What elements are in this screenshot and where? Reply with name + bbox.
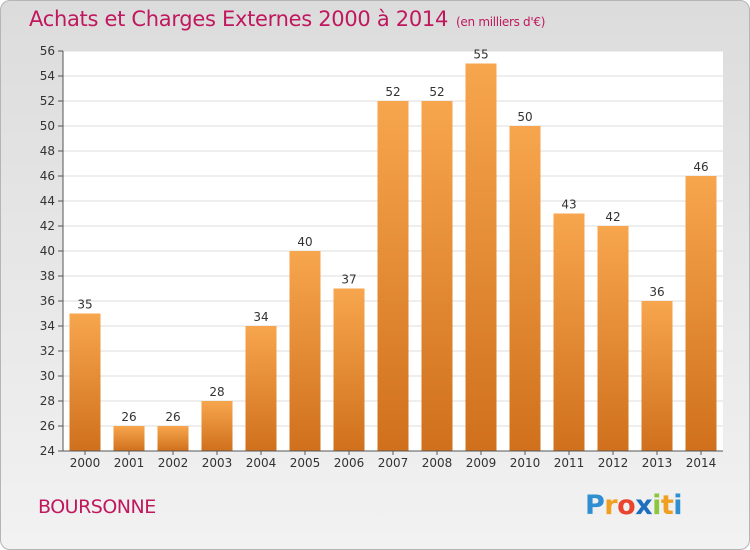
x-tick-label: 2006 (334, 456, 365, 470)
x-tick-label: 2008 (422, 456, 453, 470)
data-label: 42 (605, 210, 620, 224)
x-axis: 2000 2001 2002 2003 2004 2005 2006 2007 2008 2009… (63, 450, 723, 470)
y-tick-label: 52 (40, 94, 55, 108)
y-tick-label: 26 (40, 419, 55, 433)
x-tick-label: 2001 (114, 456, 145, 470)
data-label: 50 (517, 110, 532, 124)
y-tick-label: 46 (40, 169, 55, 183)
bar-2001 (113, 426, 145, 451)
x-tick-label: 2004 (246, 456, 277, 470)
y-tick-label: 28 (40, 394, 55, 408)
bar-2007 (377, 101, 409, 451)
x-tick-label: 2003 (202, 456, 233, 470)
bar-2004 (245, 326, 277, 451)
data-label: 35 (77, 298, 92, 312)
y-tick-label: 24 (40, 444, 55, 458)
y-tick-label: 40 (40, 244, 55, 258)
bar-2005 (289, 251, 321, 451)
bar-2009 (465, 63, 497, 451)
chart-title: Achats et Charges Externes 2000 à 2014 (e… (29, 7, 545, 31)
x-tick-label: 2011 (554, 456, 585, 470)
bar-2014 (685, 176, 717, 451)
x-tick-label: 2014 (686, 456, 717, 470)
data-labels: 35 26 26 28 34 40 37 52 52 55 50 43 42 36 46 (77, 48, 708, 425)
y-tick-label: 56 (40, 44, 55, 58)
data-label: 37 (341, 273, 356, 287)
y-tick-label: 44 (40, 194, 55, 208)
bars (69, 63, 717, 451)
bar-2003 (201, 401, 233, 451)
bar-2011 (553, 213, 585, 451)
bar-2000 (69, 313, 101, 451)
x-tick-label: 2010 (510, 456, 541, 470)
bar-2002 (157, 426, 189, 451)
proxiti-logo[interactable]: Proxiti (585, 490, 683, 521)
chart-subtitle: (en milliers d'€) (456, 15, 546, 29)
commune-name: BOURSONNE (38, 496, 156, 518)
x-tick-label: 2002 (158, 456, 189, 470)
y-tick-label: 32 (40, 344, 55, 358)
data-label: 52 (385, 85, 400, 99)
data-label: 40 (297, 235, 312, 249)
x-tick-label: 2012 (598, 456, 629, 470)
data-label: 55 (473, 48, 488, 62)
y-tick-label: 50 (40, 119, 55, 133)
x-tick-label: 2007 (378, 456, 409, 470)
x-tick-label: 2009 (466, 456, 497, 470)
y-tick-label: 38 (40, 269, 55, 283)
data-label: 43 (561, 198, 576, 212)
y-tick-label: 34 (40, 319, 55, 333)
x-tick-label: 2013 (642, 456, 673, 470)
y-tick-label: 36 (40, 294, 55, 308)
bar-2006 (333, 288, 365, 451)
data-label: 52 (429, 85, 444, 99)
y-tick-label: 48 (40, 144, 55, 158)
bar-2008 (421, 101, 453, 451)
data-label: 26 (121, 410, 136, 424)
bar-2013 (641, 301, 673, 451)
data-label: 34 (253, 310, 268, 324)
bar-2010 (509, 126, 541, 451)
data-label: 28 (209, 385, 224, 399)
chart-title-text: Achats et Charges Externes 2000 à 2014 (29, 7, 449, 31)
bar-2012 (597, 226, 629, 451)
y-tick-label: 54 (40, 69, 55, 83)
data-label: 36 (649, 285, 664, 299)
y-tick-label: 30 (40, 369, 55, 383)
x-tick-label: 2005 (290, 456, 321, 470)
x-tick-label: 2000 (70, 456, 101, 470)
data-label: 46 (693, 160, 708, 174)
y-axis: 24 26 28 30 32 34 36 38 40 42 44 46 48 50 52 54 56 (40, 44, 64, 458)
data-label: 26 (165, 410, 180, 424)
y-tick-label: 42 (40, 219, 55, 233)
